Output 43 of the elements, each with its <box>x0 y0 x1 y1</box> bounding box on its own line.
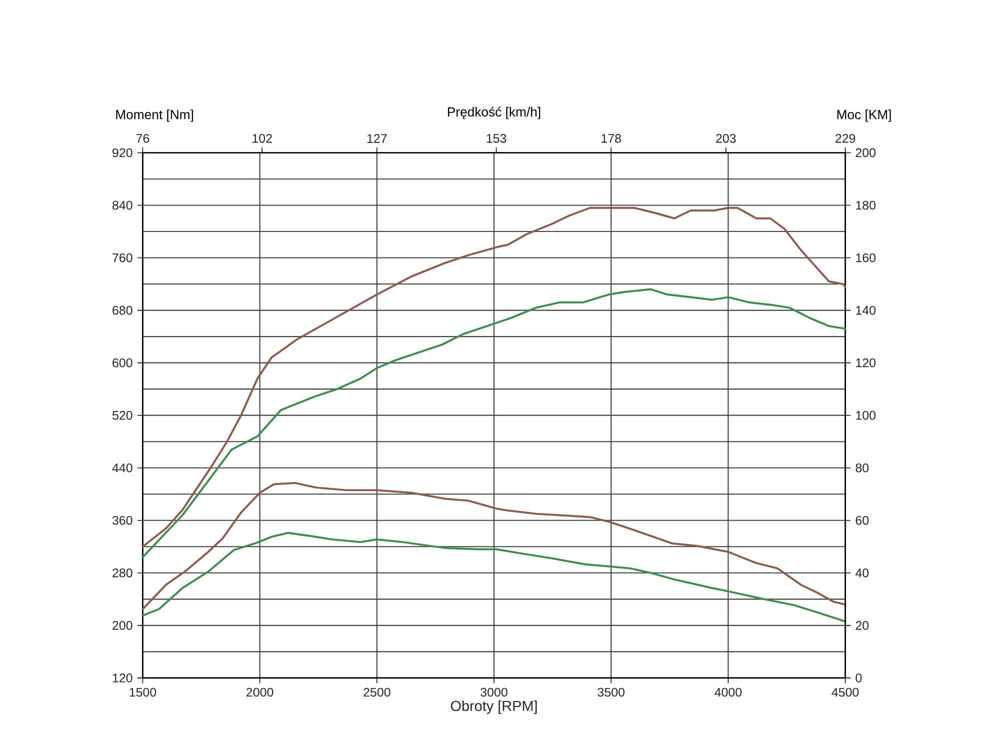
y2-tick-label: 160 <box>856 253 876 262</box>
x-tick-label: 2500 <box>364 688 390 697</box>
x2-tick-label: 127 <box>367 134 387 143</box>
y-tick-label: 920 <box>112 148 132 158</box>
y-tick-label: 120 <box>112 673 132 682</box>
x2-tick-label: 76 <box>136 134 150 143</box>
y2-tick-label: 60 <box>856 516 869 525</box>
y-tick-label: 440 <box>112 463 132 472</box>
x2-tick-label: 203 <box>716 134 736 143</box>
y2-tick-label: 180 <box>856 200 876 210</box>
x-tick-label: 2000 <box>246 688 274 697</box>
line-series <box>142 288 846 558</box>
y2-tick-label: 80 <box>856 463 869 472</box>
x2-tick-label: 229 <box>836 134 856 143</box>
y2-tick-label: 120 <box>856 358 876 368</box>
x-tick-label: 3000 <box>480 688 508 697</box>
y-tick-label: 760 <box>112 253 132 262</box>
y-tick-label: 280 <box>112 568 132 578</box>
x2-axis-title: Prędkość [km/h] <box>448 106 540 120</box>
x2-tick-label: 102 <box>252 134 272 143</box>
y-tick-label: 200 <box>112 620 132 630</box>
y2-tick-label: 200 <box>856 148 876 158</box>
y-tick-label: 360 <box>112 516 132 525</box>
line-series <box>142 482 846 610</box>
x-tick-label: 4500 <box>832 688 859 697</box>
x-tick-label: 4000 <box>714 688 742 697</box>
y2-tick-label: 100 <box>856 410 876 420</box>
y-tick-label: 520 <box>112 410 132 420</box>
y-tick-label: 600 <box>112 358 132 368</box>
y2-tick-label: 0 <box>856 673 862 682</box>
x-tick-label: 3500 <box>598 688 624 697</box>
y-tick-label: 840 <box>112 200 132 210</box>
x-axis-title: Obroty [RPM] <box>450 700 537 714</box>
x2-tick-label: 178 <box>602 134 621 143</box>
y2-axis-title: Moc [KM] <box>837 109 891 122</box>
y2-tick-label: 20 <box>856 620 869 630</box>
line-series <box>142 532 846 622</box>
y-tick-label: 680 <box>112 306 132 315</box>
y-axis-title: Moment [Nm] <box>116 109 194 122</box>
y2-tick-label: 40 <box>855 568 869 578</box>
y2-tick-label: 140 <box>856 306 876 315</box>
x-tick-label: 1500 <box>130 688 156 697</box>
x2-tick-label: 153 <box>486 134 506 143</box>
